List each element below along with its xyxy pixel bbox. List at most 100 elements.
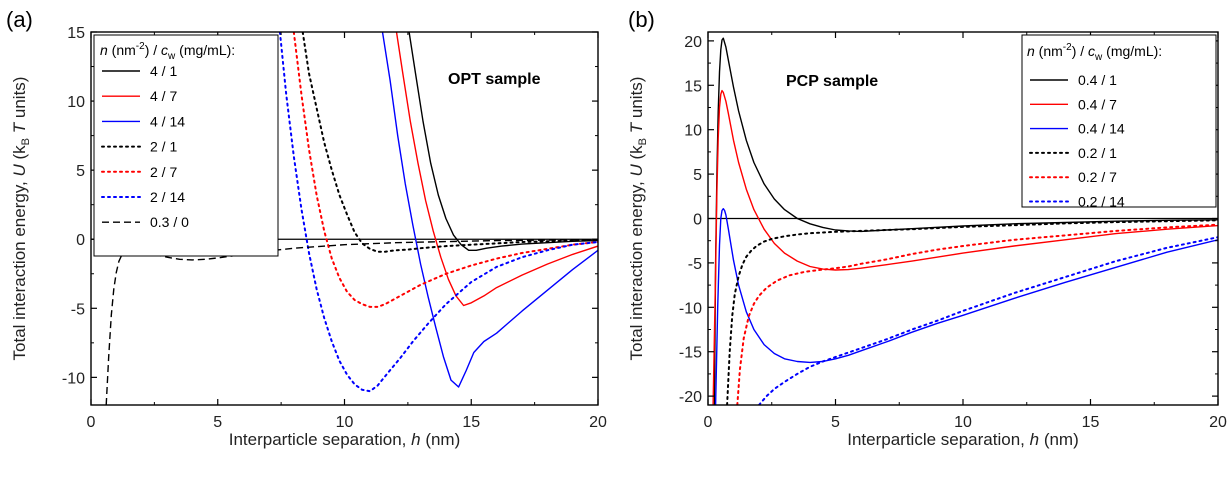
y-tick-label: 15 (684, 78, 702, 95)
legend-title-c: c (1088, 43, 1095, 59)
legend-entry: 4 / 1 (150, 63, 177, 79)
y-label-paren: (k (627, 145, 646, 164)
legend-entry: 0.2 / 7 (1078, 169, 1117, 185)
series-group (712, 37, 1218, 405)
panel-label: (b) (628, 7, 655, 32)
series-line-3 (301, 32, 598, 253)
x-tick-label: 0 (704, 414, 713, 431)
y-label-var2: T (627, 121, 646, 133)
chart-panel-a: 0 5 10 15 20 -10 -5 0 5 10 15 (a) OPT sample Interpar… (6, 7, 607, 449)
legend-title-n: n (100, 42, 108, 58)
x-label-var: h (411, 430, 420, 449)
y-label-text: Total interaction energy, (10, 176, 29, 360)
series-line-2 (381, 32, 598, 388)
legend-title-c: c (161, 42, 168, 58)
legend-box (1021, 34, 1217, 208)
y-tick-label: 5 (76, 163, 85, 180)
x-axis-label: Interparticle separation, h (nm) (847, 430, 1079, 449)
y-tick-label: 10 (67, 94, 85, 111)
x-axis-label: Interparticle separation, h (nm) (229, 430, 461, 449)
y-tick-label: -5 (71, 301, 85, 318)
legend-title-end: (mg/mL): (1102, 43, 1162, 59)
panel-label: (a) (6, 7, 33, 32)
legend-entry: 2 / 14 (150, 189, 185, 205)
y-tick-label: 5 (693, 167, 702, 184)
legend-title: n (nm-2) / cw (mg/mL): (100, 41, 235, 62)
x-label-var: h (1030, 430, 1039, 449)
legend: n (nm-2) / cw (mg/mL): 0.4 / 1 0.4 / 7 0.4 … (1021, 34, 1217, 210)
y-label-var2: T (10, 121, 29, 133)
y-label-var: U (10, 163, 29, 176)
series-line-0 (408, 32, 598, 252)
legend-box (93, 34, 279, 257)
legend-title-sep: ) / (1072, 43, 1088, 59)
x-tick-label: 20 (589, 414, 607, 431)
legend-entry: 0.4 / 14 (1078, 121, 1125, 137)
legend-entry: 2 / 7 (150, 164, 177, 180)
x-label-text: Interparticle separation, (229, 430, 411, 449)
sample-annotation: OPT sample (448, 71, 541, 88)
chart-panel-b: 0 5 10 15 20 -20 -15 -10 -5 0 5 10 15 20 (b) PCP sample… (627, 7, 1227, 449)
y-label-sub: B (637, 138, 649, 145)
series-line-5 (758, 236, 1218, 405)
y-label-units: units) (10, 77, 29, 123)
x-label-unit: (nm) (1039, 430, 1079, 449)
legend-title-sup: -2 (1063, 42, 1072, 53)
legend-entry: 4 / 7 (150, 88, 177, 104)
x-tick-label: 15 (1082, 414, 1100, 431)
y-tick-label: 0 (76, 232, 85, 249)
series-line-4 (292, 32, 598, 308)
legend-title-end: (mg/mL): (175, 42, 235, 58)
x-tick-label: 0 (87, 414, 96, 431)
y-label-paren: (k (10, 145, 29, 164)
legend-title-sub: w (167, 51, 176, 62)
series-group (105, 32, 598, 405)
series-line-5 (278, 32, 598, 393)
series-line-1 (712, 89, 1218, 405)
legend-entry: 4 / 14 (150, 113, 185, 129)
legend-entry: 0.2 / 1 (1078, 145, 1117, 161)
y-tick-label: -20 (679, 389, 702, 406)
y-axis-label: Total interaction energy, U (kB T units) (10, 77, 32, 361)
series-line-6 (105, 238, 598, 405)
legend-entry: 0.4 / 7 (1078, 96, 1117, 112)
legend-title-unit: (nm (108, 42, 136, 58)
y-label-units: units) (627, 77, 646, 123)
legend-entry: 0.4 / 1 (1078, 72, 1117, 88)
legend-entry: 0.3 / 0 (150, 214, 189, 230)
y-tick-label: 0 (693, 212, 702, 229)
x-tick-label: 10 (954, 414, 972, 431)
series-line-4 (736, 223, 1218, 405)
y-label-sub: B (20, 138, 32, 145)
x-tick-label: 5 (213, 414, 222, 431)
legend-title-n: n (1027, 43, 1035, 59)
y-tick-label: 20 (684, 34, 702, 51)
x-tick-label: 10 (336, 414, 354, 431)
x-tick-label: 5 (831, 414, 840, 431)
y-axis-label: Total interaction energy, U (kB T units) (627, 77, 649, 361)
legend: n (nm-2) / cw (mg/mL):4 / 14 / 74 / 142 … (93, 34, 279, 257)
y-tick-label: -10 (62, 370, 85, 387)
legend-title-sub: w (1094, 52, 1103, 63)
y-label-text: Total interaction energy, (627, 176, 646, 360)
x-label-unit: (nm) (421, 430, 461, 449)
x-tick-label: 15 (462, 414, 480, 431)
x-label-text: Interparticle separation, (847, 430, 1029, 449)
x-tick-label: 20 (1209, 414, 1227, 431)
y-tick-label: -5 (688, 256, 702, 273)
legend-title-sup: -2 (136, 41, 145, 52)
series-line-2 (714, 207, 1218, 405)
y-tick-label: 10 (684, 123, 702, 140)
y-label-var: U (627, 163, 646, 176)
series-line-3 (726, 219, 1218, 405)
legend-title-unit: (nm (1035, 43, 1063, 59)
y-tick-label: -10 (679, 300, 702, 317)
y-tick-label: 15 (67, 25, 85, 42)
sample-annotation: PCP sample (786, 73, 878, 90)
legend-title: n (nm-2) / cw (mg/mL): (1027, 42, 1162, 63)
y-tick-label: -15 (679, 345, 702, 362)
legend-entry: 2 / 1 (150, 139, 177, 155)
legend-entry: 0.2 / 14 (1078, 194, 1125, 210)
legend-title-sep: ) / (145, 42, 161, 58)
